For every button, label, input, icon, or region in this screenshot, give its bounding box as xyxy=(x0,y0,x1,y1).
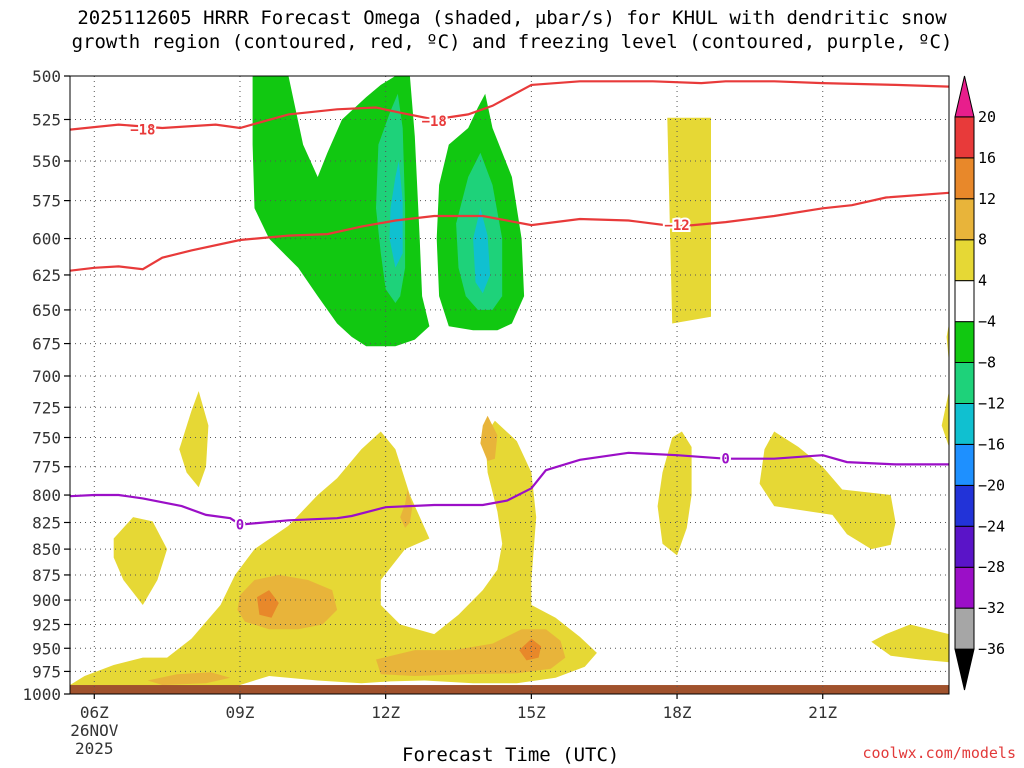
omega-region-19 xyxy=(376,629,566,676)
y-tick-label-675: 675 xyxy=(32,335,61,354)
y-tick-label-850: 850 xyxy=(32,540,61,559)
colorbar-swatch-13 xyxy=(954,116,975,159)
omega-region-6 xyxy=(667,117,711,324)
omega-region-7 xyxy=(946,323,949,364)
chart-title-line2: growth region (contoured, red, ºC) and f… xyxy=(71,31,953,53)
x-axis-title: Forecast Time (UTC) xyxy=(402,744,620,766)
contour-label-3: 0 xyxy=(236,518,244,534)
omega-region-21 xyxy=(519,638,542,661)
omega-region-18 xyxy=(147,672,231,685)
colorbar-label-9: 4 xyxy=(978,272,987,290)
x-tick-label-06Z: 06Z xyxy=(80,703,109,722)
colorbar-label-8: −4 xyxy=(978,313,996,331)
y-tick-label-550: 550 xyxy=(32,152,61,171)
contour-layer: −18 −18 −12 0 0 xyxy=(70,80,949,536)
chart-title: 2025112605 HRRR Forecast Omega (shaded, … xyxy=(0,6,1024,54)
plot-frame xyxy=(69,75,950,695)
colorbar-swatch-4 xyxy=(954,484,975,527)
x-tick-label-12Z: 12Z xyxy=(371,703,400,722)
y-tick-label-825: 825 xyxy=(32,513,61,532)
y-tick-label-725: 725 xyxy=(32,398,61,417)
omega-region-17 xyxy=(480,415,498,461)
x-tick-label-18Z: 18Z xyxy=(663,703,692,722)
omega-region-9 xyxy=(179,391,209,488)
colorbar-swatch-0 xyxy=(954,648,975,691)
colorbar-swatch-14 xyxy=(954,75,975,118)
omega-region-8 xyxy=(941,391,949,447)
y-tick-label-650: 650 xyxy=(32,301,61,320)
y-tick-label-950: 950 xyxy=(32,639,61,658)
colorbar: −36 −32 −28 −24 −20 −16 −12 −8 −4 4 8 12 16 20 xyxy=(954,75,1005,691)
chart-title-line1: 2025112605 HRRR Forecast Omega (shaded, … xyxy=(77,7,947,29)
freezing-level-line xyxy=(70,451,949,526)
colorbar-label-1: −32 xyxy=(978,599,1005,617)
colorbar-swatch-9 xyxy=(954,280,975,323)
omega-region-5 xyxy=(473,208,491,294)
colorbar-swatch-2 xyxy=(954,566,975,609)
colorbar-label-11: 12 xyxy=(978,190,996,208)
y-tick-label-775: 775 xyxy=(32,458,61,477)
omega-shading-layer xyxy=(70,76,949,694)
y-tick-label-925: 925 xyxy=(32,615,61,634)
omega-region-20 xyxy=(257,590,279,618)
contour-label-0: −18 xyxy=(130,123,155,139)
y-tick-label-900: 900 xyxy=(32,591,61,610)
omega-region-14 xyxy=(70,420,597,694)
omega-region-4 xyxy=(389,161,403,268)
colorbar-label-6: −12 xyxy=(978,394,1005,412)
y-tick-label-975: 975 xyxy=(32,662,61,681)
colorbar-label-3: −24 xyxy=(978,517,1005,535)
colorbar-swatch-10 xyxy=(954,239,975,282)
colorbar-label-7: −8 xyxy=(978,354,996,372)
y-tick-label-750: 750 xyxy=(32,429,61,448)
colorbar-swatch-7 xyxy=(954,362,975,404)
ground-fill xyxy=(70,685,949,694)
axes-layer: 500 525 550 575 600 625 650 675 700 725 750 775 800 8… xyxy=(22,67,950,758)
x-date-label-line1: 26NOV xyxy=(70,721,119,740)
y-tick-label-800: 800 xyxy=(32,486,61,505)
colorbar-label-4: −20 xyxy=(978,476,1005,494)
credit-link[interactable]: coolwx.com/models xyxy=(862,744,1016,762)
contour-label-1: −18 xyxy=(422,114,447,130)
y-tick-label-875: 875 xyxy=(32,566,61,585)
y-tick-label-525: 525 xyxy=(32,111,61,130)
colorbar-swatch-3 xyxy=(954,525,975,568)
omega-region-11 xyxy=(759,431,896,550)
colorbar-swatch-8 xyxy=(954,321,975,364)
y-tick-label-500: 500 xyxy=(32,67,61,86)
colorbar-label-2: −28 xyxy=(978,558,1005,576)
x-tick-label-15Z: 15Z xyxy=(517,703,546,722)
colorbar-swatch-1 xyxy=(954,607,975,650)
omega-region-13 xyxy=(871,624,949,663)
grid-layer xyxy=(70,75,949,695)
x-tick-label-09Z: 09Z xyxy=(226,703,255,722)
colorbar-swatch-12 xyxy=(954,157,975,200)
colorbar-label-5: −16 xyxy=(978,435,1005,453)
colorbar-label-12: 16 xyxy=(978,149,996,167)
y-tick-label-1000: 1000 xyxy=(22,685,61,704)
y-tick-label-600: 600 xyxy=(32,230,61,249)
contour-label-2: −12 xyxy=(664,218,689,234)
y-tick-label-625: 625 xyxy=(32,266,61,285)
colorbar-label-10: 8 xyxy=(978,231,987,249)
omega-region-10 xyxy=(657,431,692,556)
x-tick-label-21Z: 21Z xyxy=(808,703,837,722)
colorbar-label-0: −36 xyxy=(978,640,1005,658)
contour-label-4: 0 xyxy=(721,452,729,468)
omega-region-15 xyxy=(237,574,338,630)
colorbar-label-13: 20 xyxy=(978,108,996,126)
colorbar-swatch-5 xyxy=(954,443,975,486)
x-date-label-line2: 2025 xyxy=(75,739,114,758)
colorbar-swatch-11 xyxy=(954,198,975,241)
dgz-contour--12 xyxy=(70,191,949,272)
y-tick-label-700: 700 xyxy=(32,367,61,386)
omega-region-12 xyxy=(113,517,168,605)
y-tick-label-575: 575 xyxy=(32,192,61,211)
omega-region-16 xyxy=(400,489,413,528)
dgz-contour--18 xyxy=(70,80,949,131)
ground-layer xyxy=(70,685,949,694)
colorbar-swatch-6 xyxy=(954,402,975,445)
